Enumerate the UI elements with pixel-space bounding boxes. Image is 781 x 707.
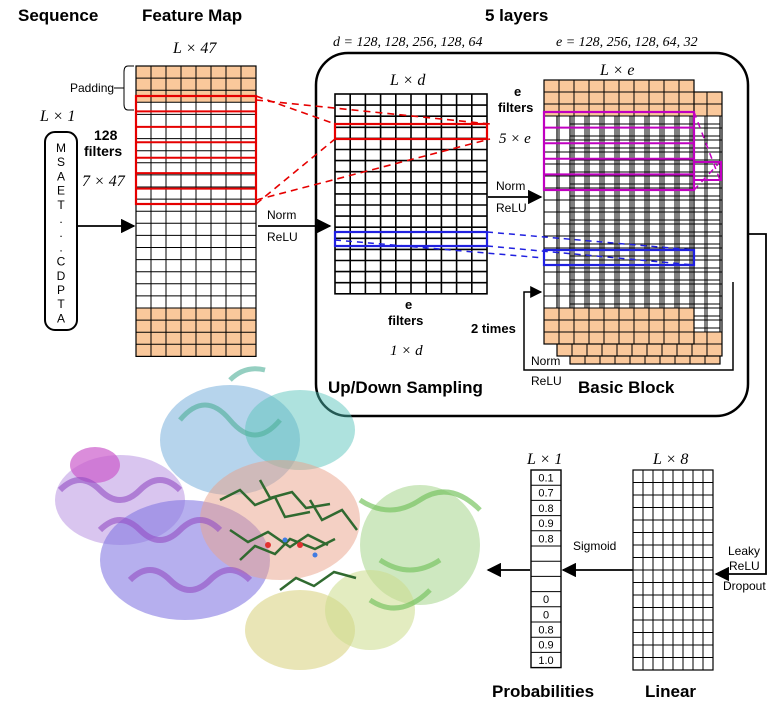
- prob-value: 0.1: [538, 473, 553, 485]
- filters-word: filters: [84, 143, 122, 159]
- projection-line-blue: [486, 231, 695, 251]
- kernel-size-label: 7 × 47: [82, 173, 126, 190]
- sequence-box: [44, 131, 78, 331]
- filters-count: 128: [94, 127, 118, 143]
- prob-frame: [530, 469, 562, 669]
- sequence-letter: C: [57, 255, 66, 269]
- padding-bracket: [123, 65, 134, 111]
- updown-grid: [333, 93, 489, 295]
- projection-line-magenta: [693, 111, 721, 181]
- fm-relu-label: ReLU: [267, 230, 298, 244]
- sequence-letter: .: [59, 226, 62, 240]
- projection-line-blue: [334, 239, 545, 259]
- projection-line-red: [255, 138, 336, 205]
- layers-heading: 5 layers: [485, 6, 548, 25]
- basic-shape: L × e: [599, 62, 635, 79]
- probabilities-heading: Probabilities: [492, 682, 594, 701]
- filter-window: [333, 122, 489, 141]
- basic-filters-word: filters: [498, 100, 533, 115]
- prob-value: 0.8: [538, 503, 553, 515]
- filter-window: [542, 110, 696, 192]
- updown-shape: L × d: [389, 72, 426, 89]
- sequence-shape-label: L × 1: [39, 108, 75, 125]
- protein-structure-image: [55, 366, 482, 670]
- updown-filters-word: filters: [388, 313, 423, 328]
- sigmoid-label: Sigmoid: [573, 539, 616, 553]
- prob-value: 0.7: [538, 488, 553, 500]
- sequence-heading: Sequence: [18, 6, 98, 25]
- leaky-label: Leaky: [728, 544, 760, 558]
- projection-line-red: [255, 95, 336, 125]
- e-values: e = 128, 256, 128, 64, 32: [556, 35, 698, 50]
- updown-kernel: 1 × d: [390, 343, 423, 359]
- sequence-letter: S: [57, 155, 65, 169]
- sequence-letter: E: [57, 184, 65, 198]
- sequence-letter: T: [57, 198, 65, 212]
- feature-map-shape: L × 47: [172, 40, 217, 57]
- sequence-letter: .: [59, 212, 62, 226]
- prob-value: 0.8: [538, 533, 553, 545]
- linear-heading: Linear: [645, 682, 696, 701]
- basic-norm-label: Norm: [496, 179, 525, 193]
- prob-value: 0.9: [538, 640, 553, 652]
- layers-to-linear-arrow: [714, 233, 767, 582]
- probabilities-column: 0.1 0.7 0.8 0.9 0.8 0 0 0.8 0.9 1.0: [530, 469, 562, 669]
- times-label: 2 times: [471, 321, 516, 336]
- sequence-letter: A: [57, 169, 65, 183]
- sequence-letter: D: [57, 269, 66, 283]
- prob-value: 0.8: [538, 625, 553, 637]
- projection-line-red: [255, 99, 491, 125]
- filter-window: [333, 230, 489, 248]
- filter-window: [134, 94, 258, 206]
- basic-e: e: [514, 84, 521, 99]
- prob-value: 0: [543, 609, 549, 621]
- basic-relu-label: ReLU: [496, 201, 527, 215]
- sequence-letter: M: [56, 141, 66, 155]
- projection-line-red: [255, 138, 491, 201]
- residual-loop: [523, 282, 734, 371]
- loop-relu: ReLU: [531, 374, 562, 388]
- sequence-letter: T: [57, 297, 65, 311]
- linear-grid: [632, 469, 714, 671]
- loop-norm: Norm: [531, 354, 560, 368]
- sequence-letter: P: [57, 283, 65, 297]
- projection-line-blue: [486, 245, 695, 266]
- fm-norm-label: Norm: [267, 208, 296, 222]
- d-values: d = 128, 128, 256, 128, 64: [333, 35, 482, 50]
- sequence-letter: A: [57, 311, 65, 325]
- padding-row: [557, 344, 722, 356]
- updown-e: e: [405, 297, 412, 312]
- dropout-label: Dropout: [723, 579, 766, 593]
- basic-kernel: 5 × e: [499, 131, 531, 147]
- updown-heading: Up/Down Sampling: [328, 378, 483, 397]
- projection-lines: [255, 95, 721, 266]
- filter-window-back: [693, 161, 722, 181]
- sequence-letter: .: [59, 240, 62, 254]
- prob-value: 1.0: [538, 655, 553, 667]
- feature-map-heading: Feature Map: [142, 6, 242, 25]
- prob-shape: L × 1: [526, 451, 562, 468]
- feature-map-grid: [134, 65, 258, 357]
- basic-block-heading: Basic Block: [578, 378, 675, 397]
- prob-value: 0.9: [538, 518, 553, 530]
- padding-label: Padding: [70, 81, 114, 95]
- prob-value: 0: [543, 594, 549, 606]
- linear-shape: L × 8: [652, 451, 688, 468]
- leaky-relu-label: ReLU: [729, 559, 760, 573]
